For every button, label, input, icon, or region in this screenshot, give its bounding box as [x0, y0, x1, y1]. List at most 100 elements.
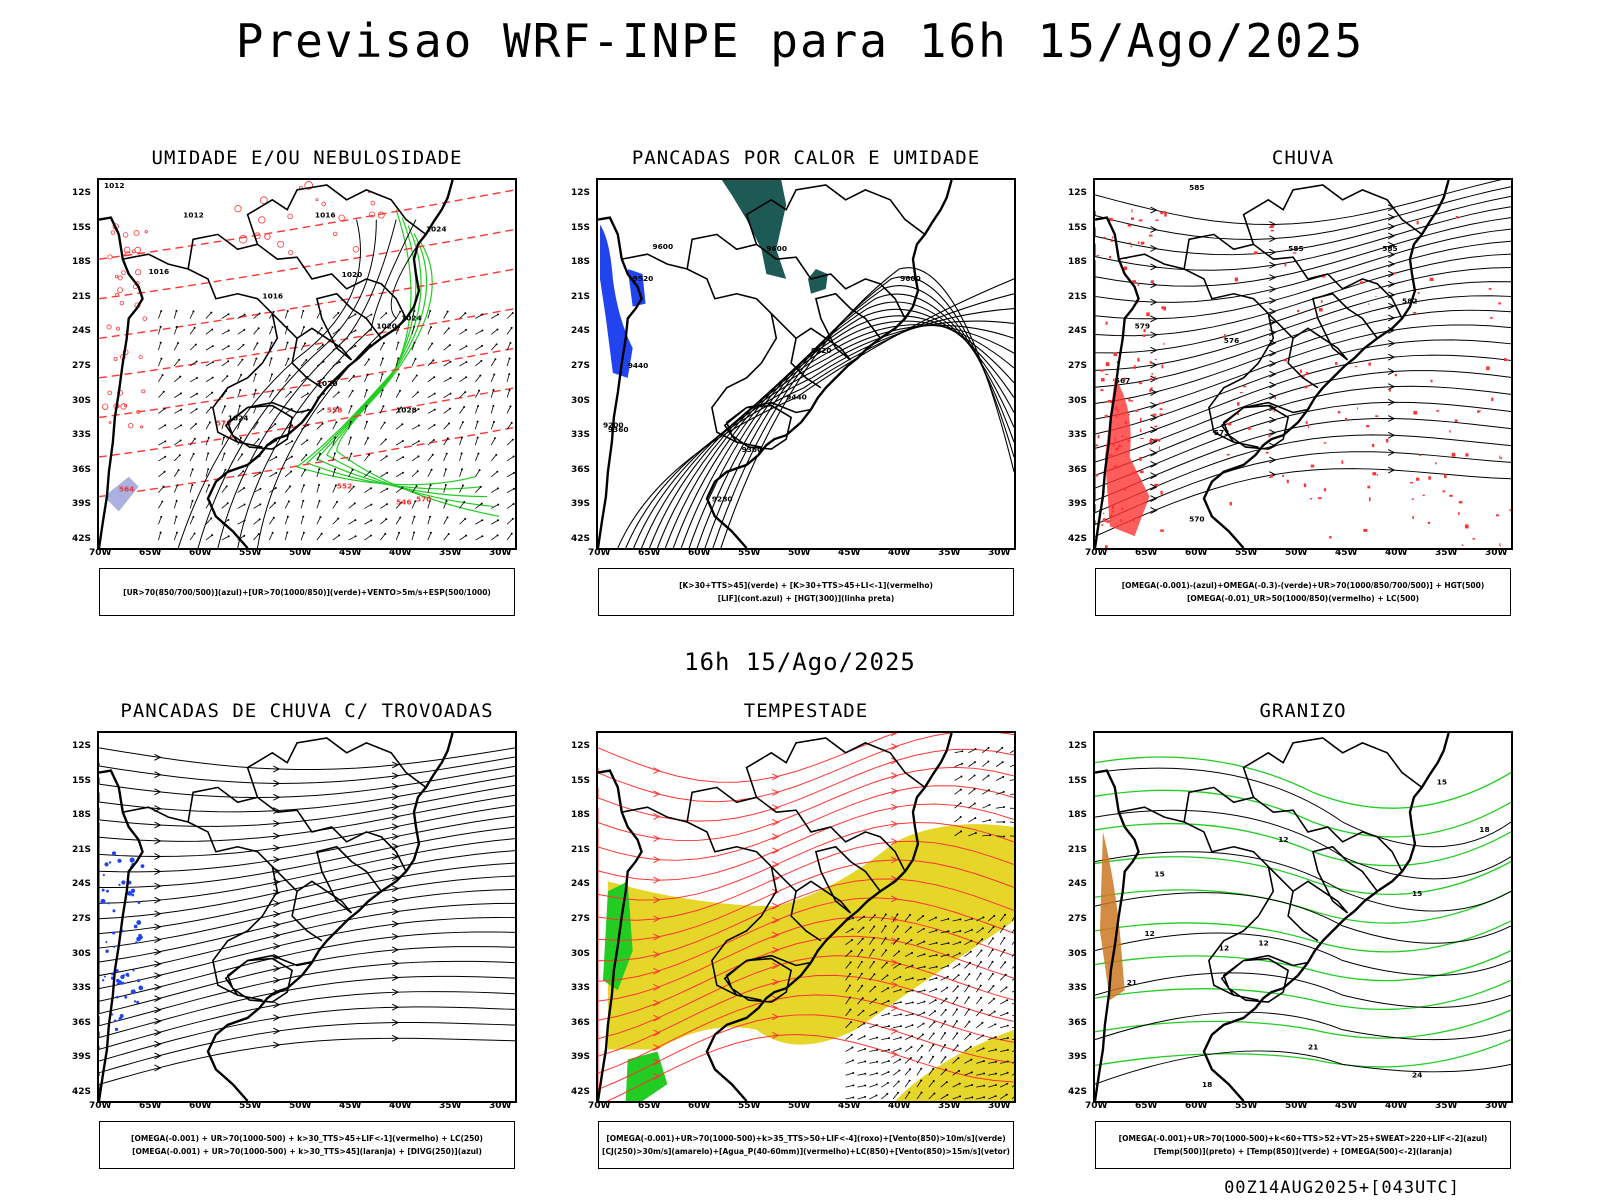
contour-label: 1016 [262, 292, 283, 301]
latitude-tick-label: 24S [1068, 879, 1087, 889]
longitude-tick-label: 45W [1335, 548, 1357, 558]
latitude-tick-label: 27S [1068, 914, 1087, 924]
wind-vectors [955, 747, 1014, 838]
longitude-tick-label: 60W [1185, 548, 1207, 558]
latitude-tick-label: 36S [571, 1018, 590, 1028]
streamlines [1095, 180, 1511, 537]
longitude-tick-label: 40W [888, 548, 910, 558]
longitude-tick-label: 30W [1485, 548, 1507, 558]
latitude-tick-label: 12S [1068, 741, 1087, 751]
forecast-time-title: 16h 15/Ago/2025 [0, 648, 1600, 676]
longitude-tick-label: 30W [988, 1101, 1010, 1111]
latitude-tick-label: 39S [571, 499, 590, 509]
longitude-tick-label: 30W [988, 548, 1010, 558]
longitude-tick-label: 55W [738, 548, 760, 558]
longitude-tick-label: 65W [139, 1101, 161, 1111]
latitude-tick-label: 30S [1068, 949, 1087, 959]
latitude-tick-label: 42S [72, 1087, 91, 1097]
contour-label: 1028 [396, 405, 417, 414]
longitude-tick-label: 50W [788, 548, 810, 558]
longitude-tick-label: 65W [1135, 548, 1157, 558]
legend-line: [OMEGA(-0.001) + UR>70(1000-500) + k>30_… [100, 1132, 514, 1145]
latitude-tick-label: 21S [571, 292, 590, 302]
contour-label: 1016 [315, 211, 336, 220]
panel-legend: [UR>70(850/700/500)](azul)+[UR>70(1000/8… [99, 568, 515, 616]
latitude-tick-label: 30S [571, 949, 590, 959]
longitude-tick-label: 30W [489, 548, 511, 558]
latitude-tick-label: 12S [571, 188, 590, 198]
latitude-tick-label: 27S [72, 361, 91, 371]
latitude-tick-label: 39S [571, 1052, 590, 1062]
panel-legend: [K>30+TTS>45](verde) + [K>30+TTS>45+LI<-… [598, 568, 1014, 616]
main-title: Previsao WRF-INPE para 16h 15/Ago/2025 [0, 14, 1600, 68]
height-contours [618, 268, 1014, 548]
longitude-tick-label: 45W [838, 548, 860, 558]
legend-line: [K>30+TTS>45](verde) + [K>30+TTS>45+LI<-… [599, 579, 1013, 592]
longitude-tick-label: 40W [1385, 1101, 1407, 1111]
latitude-tick-label: 42S [571, 1087, 590, 1097]
panel-title: PANCADAS DE CHUVA C/ TROVOADAS [87, 700, 527, 722]
latitude-tick-label: 33S [72, 983, 91, 993]
red-humidity-blobs [102, 182, 384, 428]
longitude-tick-label: 35W [938, 548, 960, 558]
longitude-tick-label: 45W [339, 1101, 361, 1111]
contour-label: 585 [1288, 244, 1303, 253]
contour-label: 15 [1412, 889, 1422, 898]
longitude-tick-label: 55W [738, 1101, 760, 1111]
longitude-tick-label: 35W [1435, 548, 1457, 558]
longitude-tick-label: 35W [439, 1101, 461, 1111]
temp-850-contours [1095, 757, 1511, 1067]
latitude-tick-label: 39S [1068, 499, 1087, 509]
latitude-tick-label: 24S [72, 879, 91, 889]
latitude-tick-label: 36S [1068, 465, 1087, 475]
latitude-tick-label: 42S [571, 534, 590, 544]
longitude-tick-label: 70W [588, 548, 610, 558]
contour-label: 9600 [900, 274, 921, 283]
longitude-tick-label: 65W [638, 1101, 660, 1111]
latitude-tick-label: 33S [1068, 430, 1087, 440]
contour-label: 21 [1308, 1043, 1318, 1052]
latitude-tick-label: 24S [571, 879, 590, 889]
streamlines [99, 748, 515, 1091]
temp-500-contours [1095, 768, 1511, 1084]
panel-legend: [OMEGA(-0.001)-(azul)+OMEGA(-0.3)-(verde… [1095, 568, 1511, 616]
latitude-tick-label: 21S [72, 845, 91, 855]
longitude-tick-label: 60W [1185, 1101, 1207, 1111]
latitude-tick-label: 15S [571, 776, 590, 786]
blue-lif-area [600, 225, 633, 378]
contour-label: 576 [1224, 336, 1239, 345]
contour-label: 9520 [633, 274, 654, 283]
contour-label: 9520 [811, 346, 832, 355]
longitude-tick-label: 50W [289, 1101, 311, 1111]
legend-line: [Temp(500)](preto) + [Temp(850)](verde) … [1096, 1145, 1510, 1158]
latitude-tick-label: 27S [571, 361, 590, 371]
latitude-tick-label: 30S [72, 396, 91, 406]
contour-label: 1012 [183, 211, 204, 220]
longitude-tick-label: 50W [1285, 548, 1307, 558]
latitude-tick-label: 18S [72, 257, 91, 267]
longitude-tick-label: 40W [389, 548, 411, 558]
latitude-tick-label: 18S [1068, 257, 1087, 267]
latitude-tick-label: 21S [72, 292, 91, 302]
legend-line: [LIF](cont.azul) + [HGT(300)](linha pret… [599, 592, 1013, 605]
legend-line: [OMEGA(-0.001)+UR>70(1000-500)+k>35_TTS>… [599, 1132, 1013, 1145]
longitude-tick-label: 35W [938, 1101, 960, 1111]
contour-label: 12 [1145, 929, 1155, 938]
contour-label: 570 [1189, 514, 1204, 523]
longitude-tick-label: 30W [1485, 1101, 1507, 1111]
teal-convection-area [722, 180, 786, 279]
contour-label: 9600 [766, 244, 787, 253]
panel-title: PANCADAS POR CALOR E UMIDADE [586, 147, 1026, 169]
panel-title: CHUVA [1083, 147, 1523, 169]
map-panel [596, 731, 1016, 1103]
contour-label: 579 [1135, 321, 1150, 330]
country-borders [123, 185, 426, 449]
latitude-tick-label: 18S [571, 257, 590, 267]
longitude-tick-label: 70W [1085, 548, 1107, 558]
longitude-tick-label: 70W [89, 1101, 111, 1111]
longitude-tick-label: 55W [1235, 1101, 1257, 1111]
longitude-tick-label: 50W [1285, 1101, 1307, 1111]
contour-label: 558 [327, 405, 342, 414]
map-panel [97, 731, 517, 1103]
contour-label: 9440 [628, 361, 649, 370]
